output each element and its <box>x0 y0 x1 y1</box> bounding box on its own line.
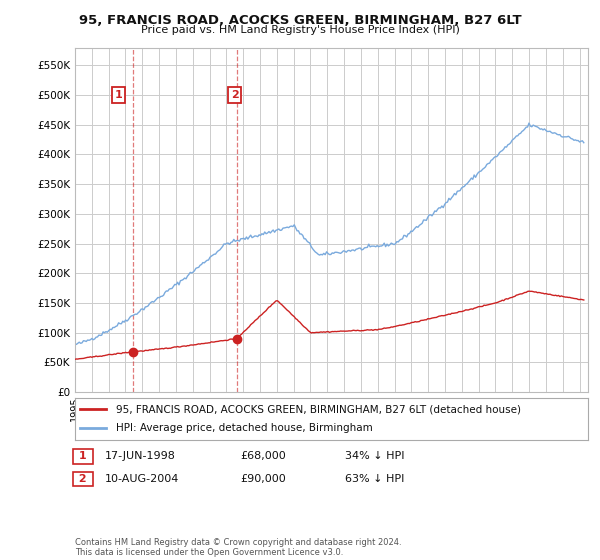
Text: Price paid vs. HM Land Registry's House Price Index (HPI): Price paid vs. HM Land Registry's House … <box>140 25 460 35</box>
Text: 17-JUN-1998: 17-JUN-1998 <box>105 451 176 461</box>
Text: £90,000: £90,000 <box>240 474 286 484</box>
Text: £68,000: £68,000 <box>240 451 286 461</box>
Text: 1: 1 <box>75 451 91 461</box>
Text: Contains HM Land Registry data © Crown copyright and database right 2024.
This d: Contains HM Land Registry data © Crown c… <box>75 538 401 557</box>
Text: 63% ↓ HPI: 63% ↓ HPI <box>345 474 404 484</box>
Text: 95, FRANCIS ROAD, ACOCKS GREEN, BIRMINGHAM, B27 6LT (detached house): 95, FRANCIS ROAD, ACOCKS GREEN, BIRMINGH… <box>116 404 521 414</box>
Text: 2: 2 <box>75 474 91 484</box>
Text: 10-AUG-2004: 10-AUG-2004 <box>105 474 179 484</box>
Text: HPI: Average price, detached house, Birmingham: HPI: Average price, detached house, Birm… <box>116 423 373 433</box>
Text: 95, FRANCIS ROAD, ACOCKS GREEN, BIRMINGHAM, B27 6LT: 95, FRANCIS ROAD, ACOCKS GREEN, BIRMINGH… <box>79 14 521 27</box>
Text: 1: 1 <box>115 90 122 100</box>
Text: 2: 2 <box>231 90 239 100</box>
Text: 34% ↓ HPI: 34% ↓ HPI <box>345 451 404 461</box>
